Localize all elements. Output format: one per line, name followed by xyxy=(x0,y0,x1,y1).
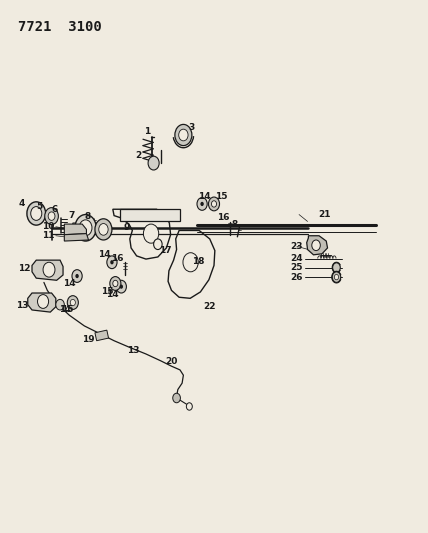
Circle shape xyxy=(211,201,217,207)
Polygon shape xyxy=(64,224,86,235)
Polygon shape xyxy=(64,233,89,241)
Text: 19: 19 xyxy=(82,335,95,344)
Text: 26: 26 xyxy=(291,272,303,281)
Circle shape xyxy=(183,253,198,272)
Text: 15: 15 xyxy=(61,305,74,314)
Polygon shape xyxy=(95,330,109,341)
Text: 25: 25 xyxy=(291,263,303,272)
Circle shape xyxy=(154,239,162,249)
Circle shape xyxy=(333,263,340,272)
Text: 23: 23 xyxy=(291,242,303,251)
Circle shape xyxy=(67,296,78,310)
Text: 13: 13 xyxy=(127,346,140,355)
Circle shape xyxy=(116,280,126,293)
Circle shape xyxy=(27,202,46,225)
Text: 13: 13 xyxy=(16,301,29,310)
Circle shape xyxy=(75,215,96,241)
Text: 15: 15 xyxy=(101,287,114,296)
Text: 8: 8 xyxy=(231,220,238,229)
Circle shape xyxy=(334,274,339,280)
Circle shape xyxy=(208,197,220,211)
Circle shape xyxy=(75,274,79,278)
Circle shape xyxy=(148,156,159,170)
Circle shape xyxy=(197,198,207,211)
Text: 7: 7 xyxy=(68,211,75,220)
Text: 10: 10 xyxy=(42,222,54,231)
Text: 15: 15 xyxy=(214,192,227,201)
Text: 14: 14 xyxy=(59,305,71,314)
Polygon shape xyxy=(307,236,327,255)
Polygon shape xyxy=(73,223,85,229)
Polygon shape xyxy=(119,209,180,221)
Circle shape xyxy=(179,129,188,141)
Circle shape xyxy=(175,124,192,146)
Text: 14: 14 xyxy=(198,192,211,201)
Polygon shape xyxy=(28,293,56,312)
Text: 2: 2 xyxy=(135,151,141,160)
Circle shape xyxy=(70,300,75,306)
Circle shape xyxy=(143,224,159,243)
Text: 14: 14 xyxy=(107,289,119,298)
Circle shape xyxy=(48,212,55,220)
Circle shape xyxy=(38,295,49,309)
Text: 24: 24 xyxy=(291,254,303,263)
Circle shape xyxy=(95,219,112,240)
Text: 14: 14 xyxy=(98,251,110,260)
Circle shape xyxy=(110,260,114,264)
Circle shape xyxy=(110,277,121,290)
Circle shape xyxy=(200,202,204,206)
Circle shape xyxy=(79,220,92,236)
Circle shape xyxy=(56,300,64,310)
Circle shape xyxy=(72,270,82,282)
Text: 3: 3 xyxy=(189,123,195,132)
Text: 21: 21 xyxy=(318,210,331,219)
Text: 22: 22 xyxy=(203,302,216,311)
Circle shape xyxy=(186,403,192,410)
Circle shape xyxy=(312,240,320,251)
Text: 18: 18 xyxy=(192,257,204,265)
Text: 14: 14 xyxy=(63,279,76,288)
Text: 6: 6 xyxy=(52,205,58,214)
Text: 20: 20 xyxy=(165,358,178,367)
Polygon shape xyxy=(32,260,63,280)
Polygon shape xyxy=(168,230,215,298)
Text: 8: 8 xyxy=(84,212,90,221)
Circle shape xyxy=(173,393,181,403)
Circle shape xyxy=(31,207,42,220)
Circle shape xyxy=(119,285,123,289)
Text: 12: 12 xyxy=(18,264,31,272)
Text: 11: 11 xyxy=(42,231,54,240)
Circle shape xyxy=(113,280,118,287)
Text: 17: 17 xyxy=(159,246,171,255)
Circle shape xyxy=(99,223,108,235)
Text: 7721  3100: 7721 3100 xyxy=(18,20,102,34)
Circle shape xyxy=(332,272,341,282)
Circle shape xyxy=(107,256,117,269)
Text: 9: 9 xyxy=(124,223,130,232)
Text: 5: 5 xyxy=(36,201,43,211)
Text: 4: 4 xyxy=(18,199,25,208)
Text: 16: 16 xyxy=(217,213,229,222)
Text: 1: 1 xyxy=(144,127,150,136)
Polygon shape xyxy=(113,209,171,259)
Circle shape xyxy=(45,208,58,224)
Circle shape xyxy=(43,262,55,277)
Text: 16: 16 xyxy=(111,254,123,263)
